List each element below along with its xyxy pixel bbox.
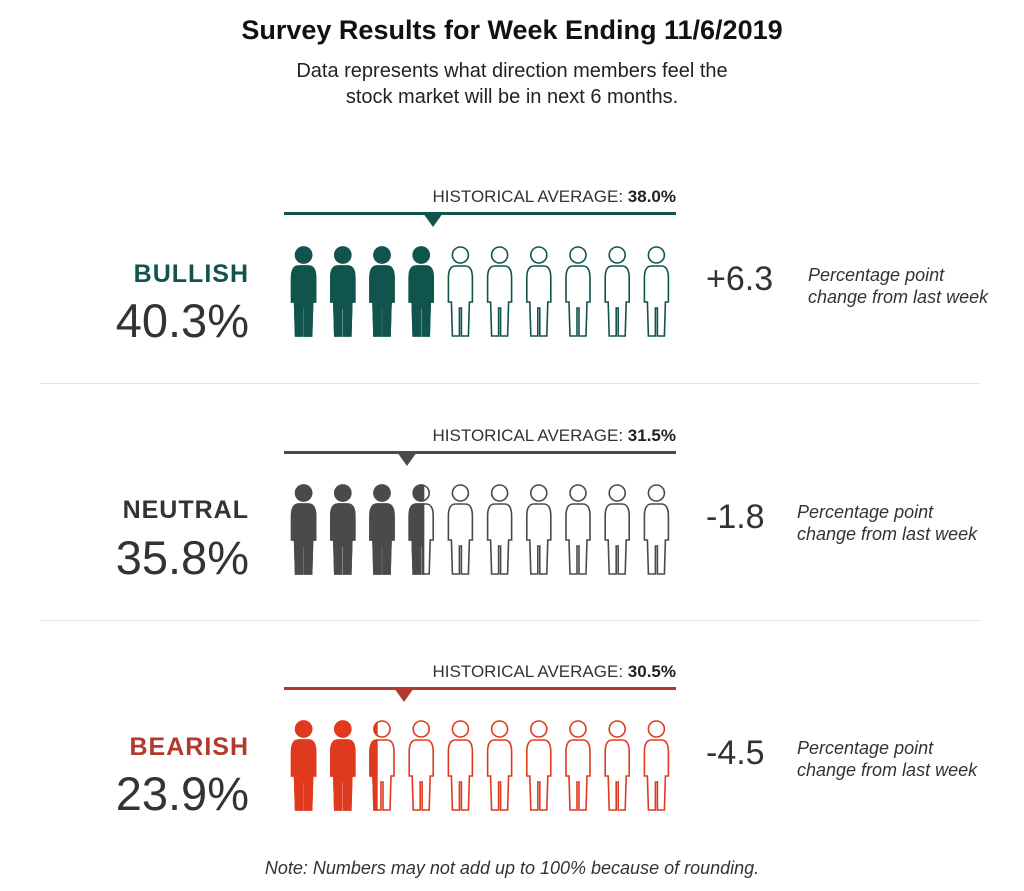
change-note: Percentage point change from last week [797, 502, 978, 544]
person-figure [565, 484, 591, 575]
historical-average-value: 31.5% [627, 426, 676, 445]
person-figure [604, 720, 630, 811]
person-figure [643, 484, 670, 575]
category-value: 35.8% [115, 531, 249, 584]
person-figure [526, 246, 552, 337]
change-value: +6.3 [706, 260, 774, 298]
person-figure [486, 484, 513, 575]
person-figure [526, 720, 552, 811]
person-figure [290, 484, 317, 575]
person-figure [565, 720, 591, 811]
historical-average-value: 30.5% [627, 662, 676, 681]
historical-average-label: HISTORICAL AVERAGE: 31.5% [432, 426, 676, 445]
people-figures [290, 720, 670, 811]
divider [40, 383, 980, 384]
person-figure [369, 484, 395, 575]
person-figure [447, 720, 474, 811]
person-figure [604, 484, 630, 575]
person-figure [290, 246, 317, 337]
change-note: Percentage point change from last week [797, 738, 978, 780]
person-figure [447, 246, 474, 337]
change-note: Percentage point change from last week [808, 265, 989, 307]
person-figure [408, 484, 434, 575]
divider [40, 620, 980, 621]
person-figure [643, 720, 670, 811]
category-label: BEARISH [129, 733, 249, 761]
person-figure [330, 246, 356, 337]
person-figure [408, 246, 434, 337]
person-figure [565, 246, 591, 337]
historical-average-line [284, 212, 676, 215]
historical-average-line [284, 687, 676, 690]
person-figure [604, 246, 630, 337]
historical-average-marker [393, 688, 414, 702]
category-label: NEUTRAL [122, 496, 249, 524]
person-figure [369, 720, 395, 811]
panel-bullish: HISTORICAL AVERAGE: 38.0% BULLISH 40.3% … [0, 180, 1024, 410]
person-figure [526, 484, 552, 575]
historical-average-label: HISTORICAL AVERAGE: 38.0% [432, 187, 676, 206]
person-figure [486, 720, 513, 811]
person-figure [643, 246, 670, 337]
historical-average-line [284, 451, 676, 454]
person-figure [369, 246, 395, 337]
historical-average-value: 38.0% [627, 187, 676, 206]
person-figure [330, 484, 356, 575]
person-figure [290, 720, 317, 811]
person-figure [408, 720, 434, 811]
panel-bearish: HISTORICAL AVERAGE: 30.5% BEARISH 23.9% … [0, 655, 1024, 885]
historical-average-label: HISTORICAL AVERAGE: 30.5% [432, 662, 676, 681]
category-value: 40.3% [115, 294, 249, 347]
people-figures [290, 246, 670, 337]
change-value: -4.5 [706, 734, 765, 772]
historical-average-marker [422, 213, 443, 227]
change-value: -1.8 [706, 498, 765, 536]
person-figure [330, 720, 356, 811]
people-figures [290, 484, 670, 575]
person-figure [486, 246, 513, 337]
category-label: BULLISH [133, 260, 249, 288]
category-value: 23.9% [115, 767, 249, 820]
historical-average-marker [397, 452, 418, 466]
panel-neutral: HISTORICAL AVERAGE: 31.5% NEUTRAL 35.8% … [0, 419, 1024, 649]
chart-title: Survey Results for Week Ending 11/6/2019 [241, 15, 783, 45]
footnote: Note: Numbers may not add up to 100% bec… [264, 858, 760, 878]
chart-subtitle: Data represents what direction members f… [296, 60, 728, 108]
person-figure [447, 484, 474, 575]
